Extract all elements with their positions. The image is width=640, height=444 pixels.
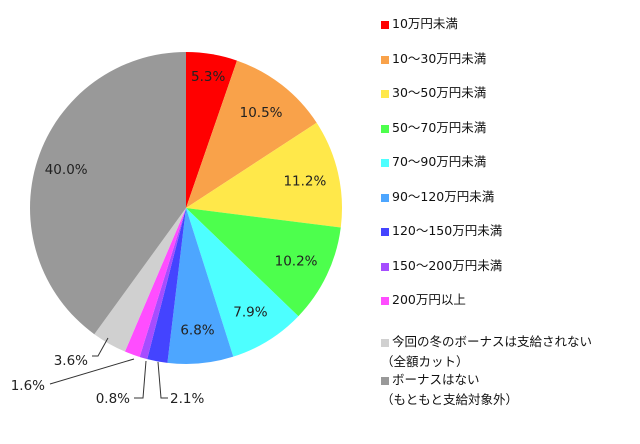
legend-swatch (381, 262, 389, 271)
data-label: 40.0% (45, 162, 88, 178)
legend-swatch (381, 193, 389, 202)
leader-line (134, 360, 147, 399)
legend-label: 10〜30万円未満 (392, 51, 487, 66)
leader-line (157, 361, 168, 399)
legend-item: 10〜30万円未満 (381, 49, 486, 69)
legend-item: 150〜200万円未満 (381, 256, 502, 276)
legend-item: 70〜90万円未満 (381, 152, 486, 172)
legend-item: 120〜150万円未満 (381, 221, 502, 241)
legend-label: 120〜150万円未満 (392, 223, 503, 238)
legend-swatch (381, 20, 389, 29)
data-label: 6.8% (180, 322, 214, 338)
legend-label: 150〜200万円未満 (392, 258, 503, 273)
legend-item: ボーナスはない （もともと支給対象外） (381, 370, 518, 410)
pie-slice (124, 208, 186, 357)
legend-swatch (381, 124, 389, 133)
legend-item: 10万円未満 (381, 14, 458, 34)
legend-label: 200万円以上 (392, 292, 466, 307)
data-label: 1.6% (11, 378, 45, 394)
leader-line (49, 358, 135, 385)
pie-slice (139, 208, 186, 360)
pie-slice (147, 208, 186, 363)
pie-chart: 5.3% 10.5% 11.2% 10.2% 7.9% 6.8% 2.1% 0.8% 1.6% 3… (11, 52, 342, 407)
pie-slice (186, 52, 237, 208)
legend-label: 50〜70万円未満 (392, 120, 487, 135)
pie-slice (186, 122, 342, 228)
data-label: 5.3% (191, 69, 225, 85)
legend-swatch (381, 158, 389, 167)
legend-swatch (381, 376, 389, 385)
legend-label: ボーナスはない (392, 372, 480, 387)
legend-label: 今回の冬のボーナスは支給されない (392, 334, 593, 349)
data-label: 3.6% (54, 353, 88, 369)
legend-swatch (381, 296, 389, 305)
legend-swatch (381, 227, 389, 236)
legend-label: 90〜120万円未満 (392, 189, 495, 204)
legend-item: 200万円以上 (381, 290, 466, 310)
pie-slice (167, 208, 234, 365)
legend-item: 50〜70万円未満 (381, 118, 486, 138)
legend-label: 30〜50万円未満 (392, 85, 487, 100)
legend-item: 今回の冬のボーナスは支給されない （全額カット） (381, 332, 592, 372)
data-label: 2.1% (170, 391, 204, 407)
pie-slice (186, 208, 341, 317)
legend-label: 70〜90万円未満 (392, 154, 487, 169)
legend-label: （全額カット） (381, 354, 469, 369)
pie-slice (29, 52, 186, 335)
data-label: 7.9% (233, 305, 267, 321)
legend-swatch (381, 338, 389, 347)
data-label: 11.2% (283, 174, 326, 190)
legend-item: 90〜120万円未満 (381, 187, 494, 207)
data-label: 10.2% (275, 254, 318, 270)
legend-label: （もともと支給対象外） (381, 392, 519, 407)
legend-item: 30〜50万円未満 (381, 83, 486, 103)
pie-slice (186, 60, 317, 208)
pie-slice (94, 208, 186, 352)
legend-swatch (381, 89, 389, 98)
data-label: 0.8% (96, 391, 130, 407)
legend-swatch (381, 55, 389, 64)
data-label: 10.5% (240, 105, 283, 121)
leader-line (92, 337, 109, 357)
pie-slice (186, 208, 299, 357)
legend-label: 10万円未満 (392, 16, 458, 31)
